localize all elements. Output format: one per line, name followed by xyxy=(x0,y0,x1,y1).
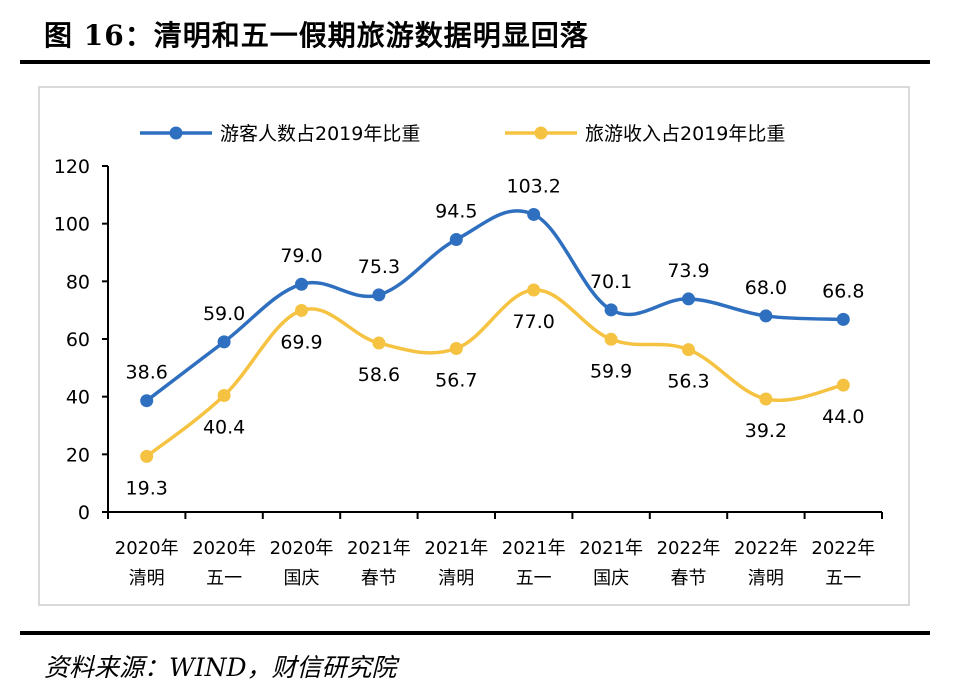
data-point-1-5 xyxy=(527,283,541,297)
data-label-0-8: 68.0 xyxy=(745,277,787,299)
x-tick-label: 2020年 xyxy=(192,538,256,559)
data-label-1-4: 56.7 xyxy=(435,370,477,392)
legend-marker-0 xyxy=(169,126,183,140)
data-label-1-9: 44.0 xyxy=(822,406,864,428)
x-tick-label: 2020年 xyxy=(115,538,179,559)
data-point-1-2 xyxy=(295,303,308,317)
data-label-0-9: 66.8 xyxy=(822,280,864,302)
x-tick-label: 2022年 xyxy=(734,538,798,559)
y-tick-label: 20 xyxy=(66,444,90,466)
y-tick-label: 80 xyxy=(66,271,90,293)
data-point-1-0 xyxy=(140,449,154,463)
data-label-1-8: 39.2 xyxy=(745,420,787,442)
data-point-1-8 xyxy=(759,392,773,406)
legend: 游客人数占2019年比重 旅游收入占2019年比重 xyxy=(140,123,785,145)
source-note: 资料来源：WIND，财信研究院 xyxy=(44,653,397,682)
data-label-0-7: 73.9 xyxy=(667,260,709,282)
y-tick-label: 40 xyxy=(66,387,90,409)
data-point-1-6 xyxy=(604,332,618,346)
data-label-1-6: 59.9 xyxy=(590,360,632,382)
data-point-1-4 xyxy=(449,342,463,356)
data-label-0-4: 94.5 xyxy=(435,201,477,223)
data-point-0-8 xyxy=(759,309,773,323)
data-point-0-7 xyxy=(682,292,695,306)
x-tick-label: 2021年 xyxy=(579,538,643,559)
y-tick-label: 0 xyxy=(78,502,90,524)
x-tick-label: 2022年 xyxy=(657,538,721,559)
series-lines xyxy=(140,207,850,463)
x-tick-label: 五一 xyxy=(516,568,552,589)
data-label-0-6: 70.1 xyxy=(590,271,632,293)
data-point-0-5 xyxy=(527,207,541,221)
bottom-rule xyxy=(20,631,930,635)
data-label-0-1: 59.0 xyxy=(203,303,245,325)
data-point-0-1 xyxy=(217,335,231,349)
data-point-0-6 xyxy=(604,303,618,317)
data-label-1-3: 58.6 xyxy=(358,364,400,386)
data-label-1-5: 77.0 xyxy=(513,311,555,333)
series-line-0 xyxy=(145,209,844,403)
x-tick-label: 春节 xyxy=(671,568,707,589)
x-tick-label: 国庆 xyxy=(284,568,320,589)
data-labels: 19.3 40.4 69.9 58.6 56.7 77.0 59.9 56.3 39.2 44.0… xyxy=(126,175,865,499)
x-tick-label: 五一 xyxy=(206,568,242,589)
data-point-1-3 xyxy=(372,336,386,350)
data-label-0-3: 75.3 xyxy=(358,256,400,278)
x-tick-label: 2020年 xyxy=(270,538,334,559)
data-point-0-9 xyxy=(836,312,850,326)
data-point-0-3 xyxy=(372,288,386,302)
y-tick-label: 120 xyxy=(54,156,90,178)
series-line-1 xyxy=(145,288,844,458)
x-tick-label: 2021年 xyxy=(502,538,566,559)
x-tick-label: 五一 xyxy=(825,568,861,589)
x-tick-label: 2021年 xyxy=(424,538,488,559)
data-point-1-7 xyxy=(682,343,695,357)
data-point-0-4 xyxy=(449,233,463,247)
x-tick-label: 春节 xyxy=(361,568,397,589)
legend-label-0: 游客人数占2019年比重 xyxy=(220,123,420,145)
data-label-1-7: 56.3 xyxy=(667,371,709,393)
x-tick-label: 2021年 xyxy=(347,538,411,559)
data-point-1-9 xyxy=(836,378,850,392)
x-tick-label: 清明 xyxy=(129,568,165,589)
x-tick-label: 国庆 xyxy=(593,568,629,589)
legend-label-1: 旅游收入占2019年比重 xyxy=(585,123,785,145)
top-rule xyxy=(20,60,930,64)
y-tick-label: 60 xyxy=(66,329,90,351)
data-label-1-0: 19.3 xyxy=(126,477,168,499)
data-label-0-2: 79.0 xyxy=(280,245,322,267)
data-label-1-2: 69.9 xyxy=(280,331,322,353)
data-label-0-5: 103.2 xyxy=(506,175,560,197)
data-point-0-2 xyxy=(295,277,308,291)
data-point-1-1 xyxy=(217,389,231,403)
data-label-1-1: 40.4 xyxy=(203,417,245,439)
data-label-0-0: 38.6 xyxy=(126,362,168,384)
x-tick-label: 清明 xyxy=(438,568,474,589)
figure-title: 图 16：清明和五一假期旅游数据明显回落 xyxy=(44,19,589,52)
x-tick-label: 2022年 xyxy=(811,538,875,559)
legend-marker-1 xyxy=(534,126,548,140)
chart-frame xyxy=(38,86,910,606)
data-point-0-0 xyxy=(140,394,154,408)
x-tick-label: 清明 xyxy=(748,568,784,589)
y-tick-label: 100 xyxy=(54,214,90,236)
